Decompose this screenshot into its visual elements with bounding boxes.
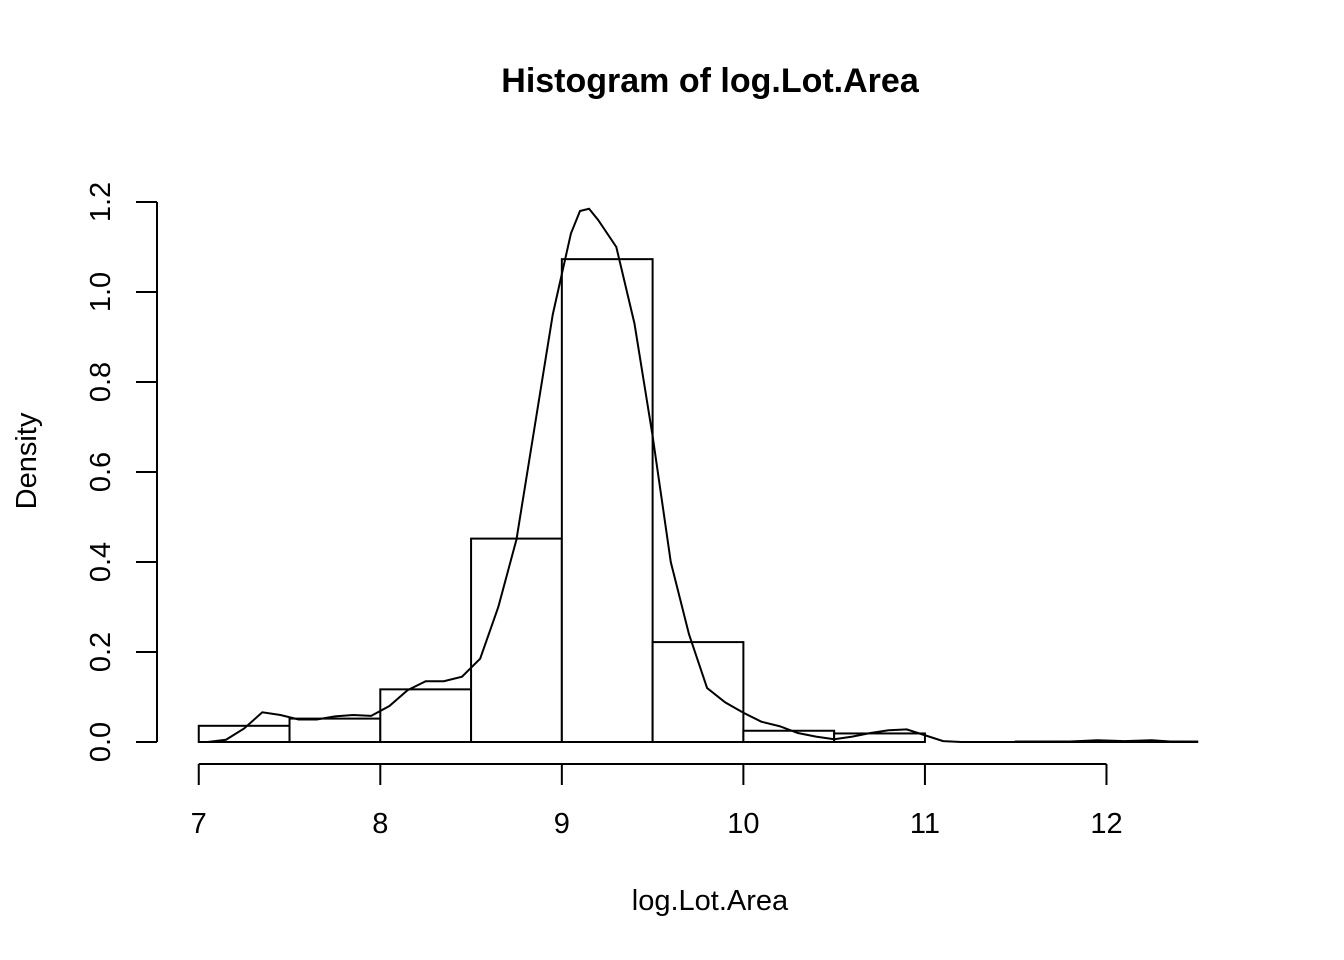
y-tick-label: 1.0 — [85, 272, 117, 312]
x-axis-label: log.Lot.Area — [632, 885, 789, 917]
histogram-bar — [379, 688, 473, 743]
histogram-bars — [197, 258, 1199, 744]
y-tick-label: 0.4 — [85, 542, 117, 582]
x-tick-label: 10 — [727, 808, 759, 840]
density-curve-group — [207, 207, 1198, 743]
histogram-bar — [651, 641, 745, 743]
histogram-bar — [470, 537, 563, 743]
y-tick-label: 0.6 — [85, 452, 117, 492]
density-curve — [207, 207, 1198, 743]
y-axis: 0.0 0.2 0.4 0.6 0.8 1.0 1.2 — [85, 182, 158, 762]
x-tick-label: 9 — [554, 808, 570, 840]
y-tick-label: 0.8 — [85, 362, 117, 402]
x-axis: 7 8 9 10 11 12 — [191, 763, 1123, 840]
y-axis-label: Density — [11, 412, 43, 509]
y-tick-label: 1.2 — [85, 182, 117, 222]
chart-title: Histogram of log.Lot.Area — [501, 62, 920, 100]
y-tick-label: 0.0 — [85, 722, 117, 762]
histogram-bar — [288, 717, 382, 743]
x-tick-label: 11 — [910, 808, 940, 840]
y-tick-label: 0.2 — [85, 632, 117, 672]
histogram-bar — [833, 732, 926, 744]
histogram-bar — [560, 258, 654, 743]
x-tick-label: 7 — [191, 808, 207, 840]
x-tick-label: 12 — [1090, 808, 1122, 840]
x-tick-label: 8 — [372, 808, 388, 840]
